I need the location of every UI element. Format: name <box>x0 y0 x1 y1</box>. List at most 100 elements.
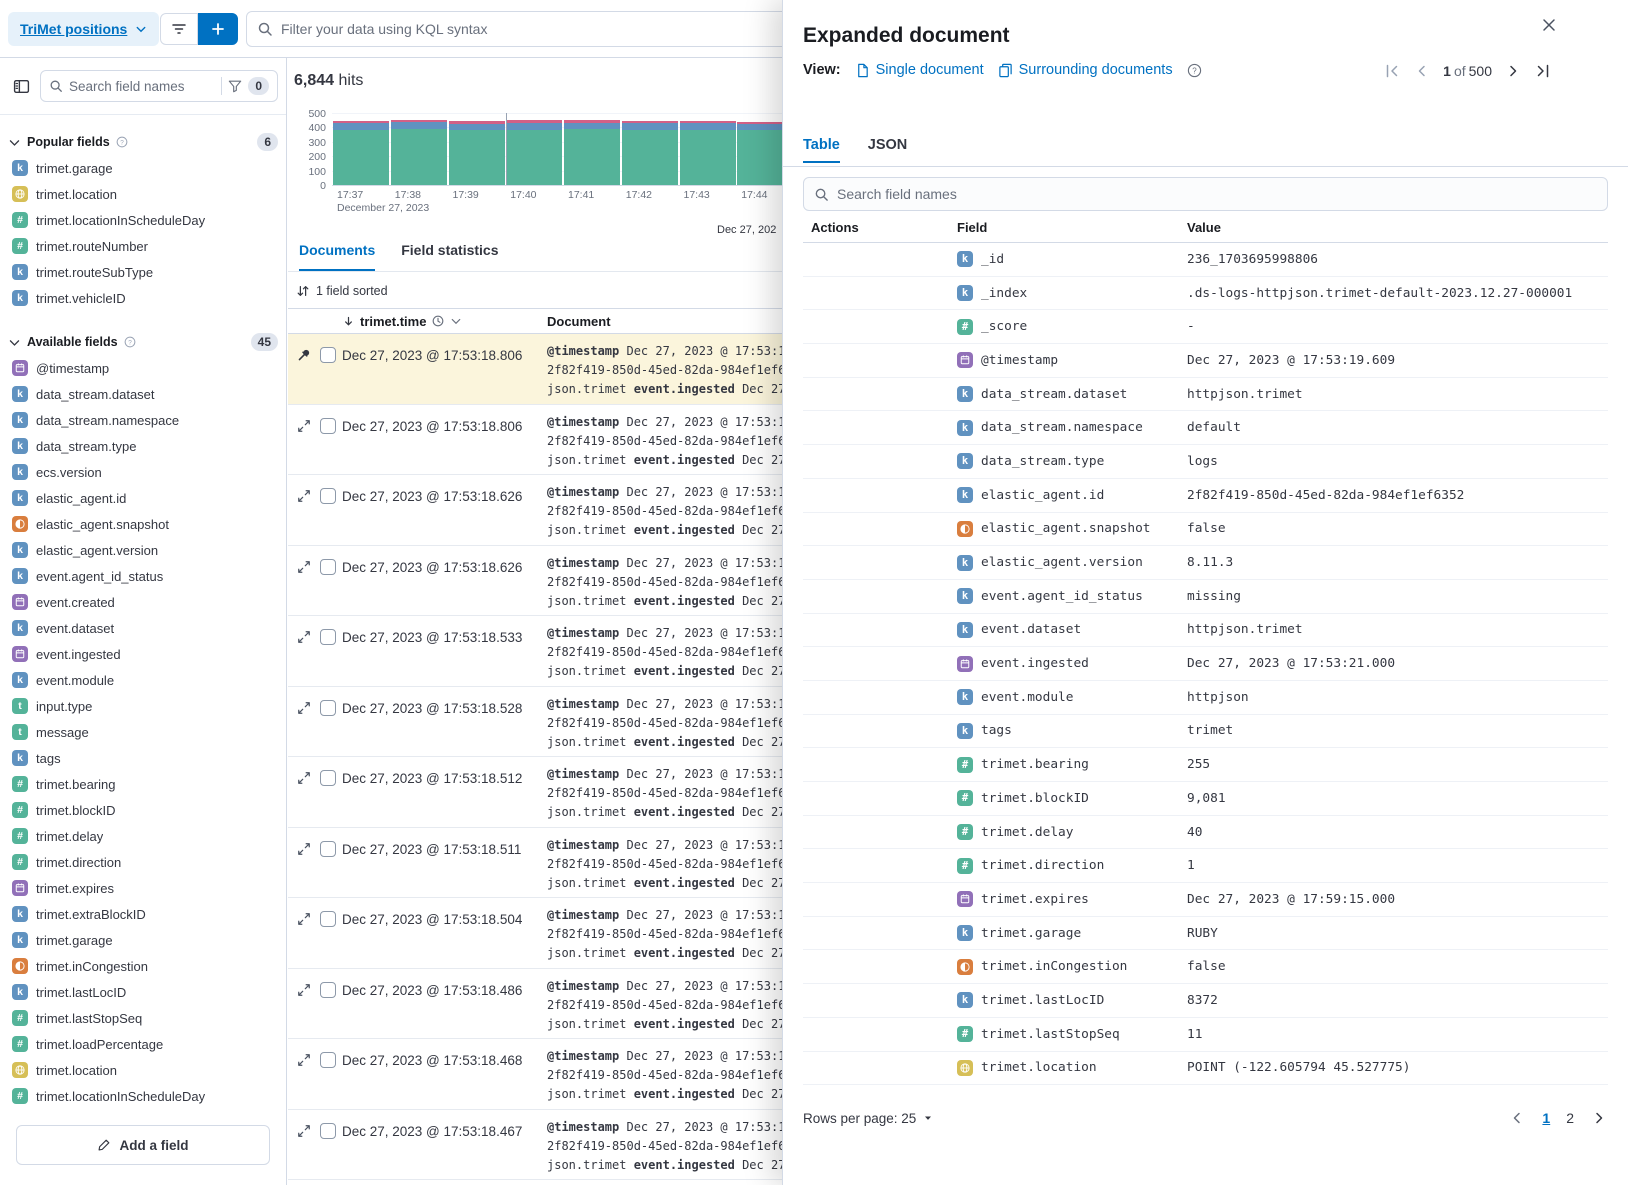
help-icon[interactable]: ? <box>116 136 128 148</box>
select-row-checkbox[interactable] <box>320 558 336 575</box>
sidebar-field-item[interactable]: # trimet.locationInScheduleDay <box>8 207 278 233</box>
expand-document-button[interactable] <box>296 911 312 927</box>
doc-time-cell[interactable]: Dec 27, 2023 @ 17:53:18.626 <box>342 489 523 504</box>
rows-per-page-button[interactable]: Rows per page: 25 <box>803 1111 934 1126</box>
doc-summary-cell[interactable]: @timestamp Dec 27, 2023 @ 17:53:19 2f82f4… <box>539 616 1628 686</box>
sidebar-field-item[interactable]: trimet.inCongestion <box>8 953 278 979</box>
sidebar-field-item[interactable]: k event.agent_id_status <box>8 563 278 589</box>
document-column-header[interactable]: Document <box>539 314 1628 329</box>
doc-summary-cell[interactable]: @timestamp Dec 27, 2023 @ 17:53:19 2f82f4… <box>539 405 1628 475</box>
next-document-button[interactable] <box>1504 62 1522 80</box>
doc-summary-cell[interactable]: @timestamp Dec 27, 2023 @ 17:53:19 2f82f4… <box>539 757 1628 827</box>
doc-summary-cell[interactable]: @timestamp Dec 27, 2023 @ 17:53:19 2f82f4… <box>539 1039 1628 1109</box>
sidebar-field-item[interactable]: k data_stream.type <box>8 433 278 459</box>
select-row-checkbox[interactable] <box>320 699 336 716</box>
section-chevron-icon[interactable] <box>8 136 21 149</box>
sidebar-field-item[interactable]: t input.type <box>8 693 278 719</box>
sidebar-field-item[interactable]: k elastic_agent.version <box>8 537 278 563</box>
sidebar-field-item[interactable]: k trimet.garage <box>8 155 278 181</box>
doc-summary-cell[interactable]: @timestamp Dec 27, 2023 @ 17:53:19 2f82f4… <box>539 334 1628 404</box>
sidebar-field-item[interactable]: elastic_agent.snapshot <box>8 511 278 537</box>
help-icon[interactable]: ? <box>124 336 136 348</box>
add-filter-button[interactable] <box>198 13 238 45</box>
single-document-link[interactable]: Single document <box>855 62 984 78</box>
sidebar-field-item[interactable]: k ecs.version <box>8 459 278 485</box>
sorted-fields-button[interactable]: 1 field sorted <box>296 280 388 302</box>
doc-time-cell[interactable]: Dec 27, 2023 @ 17:53:18.806 <box>342 348 523 363</box>
select-row-checkbox[interactable] <box>320 417 336 434</box>
time-column-header[interactable]: trimet.time <box>334 314 539 329</box>
sidebar-field-item[interactable]: # trimet.loadPercentage <box>8 1031 278 1057</box>
page-number-button[interactable]: 1 <box>1542 1110 1551 1126</box>
histogram-bar[interactable] <box>506 105 563 185</box>
expand-document-button[interactable] <box>296 982 312 998</box>
sidebar-field-item[interactable]: k tags <box>8 745 278 771</box>
help-icon[interactable]: ? <box>1187 63 1202 78</box>
select-row-checkbox[interactable] <box>320 911 336 927</box>
expand-document-button[interactable] <box>296 488 312 504</box>
sidebar-field-item[interactable]: k trimet.extraBlockID <box>8 901 278 927</box>
doc-summary-cell[interactable]: @timestamp Dec 27, 2023 @ 17:53:19 2f82f4… <box>539 687 1628 757</box>
doc-time-cell[interactable]: Dec 27, 2023 @ 17:53:18.486 <box>342 982 523 998</box>
surrounding-documents-link[interactable]: Surrounding documents <box>998 62 1173 78</box>
close-flyout-button[interactable] <box>1536 12 1562 38</box>
add-field-button[interactable]: Add a field <box>16 1125 270 1165</box>
kql-search-input[interactable]: Filter your data using KQL syntax <box>246 11 794 47</box>
expand-document-button[interactable] <box>296 700 312 716</box>
sidebar-field-item[interactable]: event.ingested <box>8 641 278 667</box>
sidebar-field-item[interactable]: @timestamp <box>8 355 278 381</box>
select-row-checkbox[interactable] <box>320 629 336 645</box>
histogram-bar[interactable] <box>621 105 678 185</box>
expand-document-button[interactable] <box>296 1052 312 1068</box>
sidebar-field-item[interactable]: # trimet.routeNumber <box>8 233 278 259</box>
sidebar-field-item[interactable]: k data_stream.namespace <box>8 407 278 433</box>
select-row-checkbox[interactable] <box>320 347 336 363</box>
page-number-button[interactable]: 2 <box>1566 1110 1574 1126</box>
sidebar-field-item[interactable]: k elastic_agent.id <box>8 485 278 511</box>
tab-field-statistics[interactable]: Field statistics <box>401 242 499 258</box>
select-row-checkbox[interactable] <box>320 1122 336 1139</box>
select-row-checkbox[interactable] <box>320 981 336 998</box>
sidebar-field-item[interactable]: k trimet.garage <box>8 927 278 953</box>
sidebar-field-item[interactable]: trimet.location <box>8 1057 278 1083</box>
field-filter-funnel-icon[interactable] <box>228 79 242 93</box>
expand-document-button[interactable] <box>296 770 312 786</box>
tab-documents[interactable]: Documents <box>299 242 375 271</box>
flyout-field-search-input[interactable]: Search field names <box>803 177 1608 211</box>
doc-summary-cell[interactable]: @timestamp Dec 27, 2023 @ 17:53:19 2f82f4… <box>539 475 1628 545</box>
expand-document-button[interactable] <box>296 1123 312 1139</box>
histogram-bar[interactable] <box>333 105 389 185</box>
sidebar-field-item[interactable]: event.created <box>8 589 278 615</box>
doc-summary-cell[interactable]: @timestamp Dec 27, 2023 @ 17:53:19 2f82f4… <box>539 1110 1628 1180</box>
sidebar-field-item[interactable]: k event.dataset <box>8 615 278 641</box>
select-row-checkbox[interactable] <box>320 770 336 786</box>
field-section-header[interactable]: Available fields? 45 <box>8 329 278 355</box>
sidebar-field-item[interactable]: # trimet.delay <box>8 823 278 849</box>
sidebar-field-item[interactable]: k trimet.lastLocID <box>8 979 278 1005</box>
histogram-bar[interactable] <box>448 105 505 185</box>
field-search-input[interactable]: Search field names 0 <box>40 70 278 102</box>
expand-document-button[interactable] <box>296 418 312 434</box>
data-view-picker[interactable]: TriMet positions <box>8 12 160 46</box>
doc-time-cell[interactable]: Dec 27, 2023 @ 17:53:18.511 <box>342 841 522 857</box>
sidebar-field-item[interactable]: k data_stream.dataset <box>8 381 278 407</box>
expand-document-button[interactable] <box>296 841 312 857</box>
sidebar-field-item[interactable]: t message <box>8 719 278 745</box>
doc-time-cell[interactable]: Dec 27, 2023 @ 17:53:18.504 <box>342 912 523 927</box>
histogram-bar[interactable] <box>390 105 447 185</box>
expand-document-button[interactable] <box>296 629 312 645</box>
previous-document-button[interactable] <box>1413 62 1431 80</box>
sidebar-field-item[interactable]: # trimet.direction <box>8 849 278 875</box>
doc-summary-cell[interactable]: @timestamp Dec 27, 2023 @ 17:53:19 2f82f4… <box>539 898 1628 968</box>
doc-time-cell[interactable]: Dec 27, 2023 @ 17:53:18.533 <box>342 630 523 645</box>
tab-json[interactable]: JSON <box>867 137 908 153</box>
select-row-checkbox[interactable] <box>320 1052 336 1068</box>
doc-summary-cell[interactable]: @timestamp Dec 27, 2023 @ 17:53:19 2f82f4… <box>539 828 1628 898</box>
doc-summary-cell[interactable]: @timestamp Dec 27, 2023 @ 17:53:19 2f82f4… <box>539 969 1628 1039</box>
first-document-button[interactable] <box>1383 62 1401 80</box>
doc-time-cell[interactable]: Dec 27, 2023 @ 17:53:18.512 <box>342 771 523 786</box>
sidebar-field-item[interactable]: trimet.expires <box>8 875 278 901</box>
histogram-bar[interactable] <box>679 105 736 185</box>
expand-document-button[interactable] <box>296 559 312 575</box>
sidebar-field-item[interactable]: # trimet.lastStopSeq <box>8 1005 278 1031</box>
